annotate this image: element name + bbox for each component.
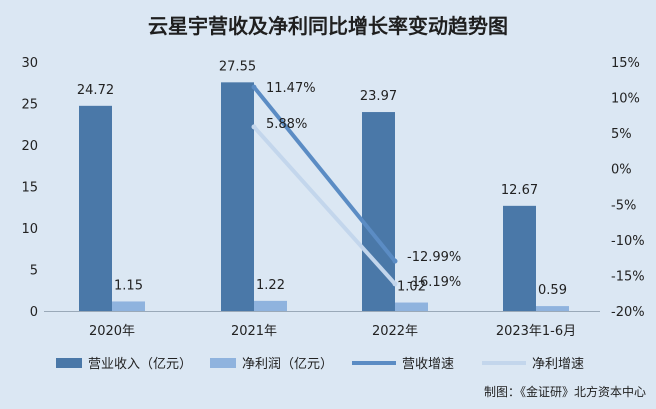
right-axis-ticks: -20% -15% -10% -5% 0% 5% 10% 15% [611,56,645,320]
legend-item: 净利增速 [482,357,584,372]
left-axis-ticks: 0 5 10 15 20 25 30 [21,56,38,320]
x-category-label: 2021年 [231,324,277,339]
bar-net-profit [395,302,428,311]
label-net-profit: 1.02 [397,280,426,295]
legend-item: 营业收入（亿元） [56,357,192,372]
y-right-tick-label: 15% [611,56,640,71]
legend-item: 营收增速 [352,357,454,372]
legend-label: 净利增速 [532,357,584,372]
label-net-profit: 1.15 [114,278,143,293]
label-revenue: 12.67 [501,183,538,198]
bar-net-profit [112,301,145,311]
label-revenue-growth: 11.47% [266,81,316,96]
label-profit-growth: -16.19% [407,275,461,290]
y-left-tick-label: 20 [21,139,38,154]
y-right-tick-label: -5% [611,198,636,213]
label-revenue-growth: -12.99% [407,250,461,265]
bar-series [79,82,569,312]
y-right-tick-label: -15% [611,269,645,284]
bar-revenue [503,205,536,311]
y-left-tick-label: 0 [30,305,38,320]
y-left-tick-label: 15 [21,181,38,196]
label-revenue: 23.97 [360,89,397,104]
label-net-profit: 1.22 [256,278,285,293]
x-category-label: 2023年1-6月 [496,324,576,339]
y-left-tick-label: 10 [21,222,38,237]
y-left-tick-label: 5 [30,264,38,279]
legend-label: 净利润（亿元） [242,357,333,372]
y-right-tick-label: 10% [611,92,640,107]
point-profit-growth [392,281,398,287]
y-right-tick-label: -20% [611,305,645,320]
bar-net-profit [254,300,287,311]
y-right-tick-label: 5% [611,127,632,142]
label-net-profit: 0.59 [538,283,567,298]
bar-revenue [221,82,254,312]
legend: 营业收入（亿元） 净利润（亿元） 营收增速 净利增速 [56,357,584,372]
point-profit-growth [251,124,257,130]
legend-swatch-bar [210,358,236,368]
y-right-tick-label: -10% [611,234,645,249]
label-revenue: 24.72 [77,83,114,98]
line-revenue-growth [252,85,397,264]
line-profit-growth [252,124,397,286]
label-profit-growth: 5.88% [266,117,307,132]
source-note: 制图：《金证研》北方资本中心 [484,384,646,399]
legend-label: 营业收入（亿元） [88,357,192,372]
x-category-label: 2020年 [89,324,135,339]
chart-title: 云星宇营收及净利同比增长率变动趋势图 [148,14,508,38]
point-revenue-growth [251,84,257,90]
line-series [251,84,398,287]
legend-item: 净利润（亿元） [210,357,333,372]
legend-swatch-bar [56,358,82,368]
label-revenue: 27.55 [219,59,256,74]
data-labels: 24.72 27.55 23.97 12.67 1.15 1.22 1.02 0.59 11.4… [77,59,567,298]
bar-revenue [79,105,112,311]
legend-label: 营收增速 [402,357,454,372]
x-category-label: 2022年 [372,324,418,339]
y-left-tick-label: 30 [21,56,38,71]
bar-net-profit [536,306,569,311]
y-right-tick-label: 0% [611,163,632,178]
y-left-tick-label: 25 [21,98,38,113]
x-axis-categories: 2020年 2021年 2022年 2023年1-6月 [89,324,576,339]
point-revenue-growth [392,258,398,264]
